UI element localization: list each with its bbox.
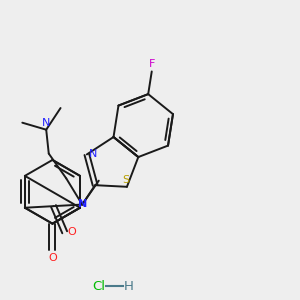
Text: N: N [42, 118, 50, 128]
Text: S: S [122, 175, 130, 185]
Text: H: H [124, 280, 134, 293]
Text: O: O [68, 227, 76, 237]
Text: F: F [148, 59, 155, 70]
Text: N: N [89, 149, 97, 159]
Text: N: N [78, 199, 87, 209]
Text: O: O [48, 253, 57, 263]
Text: Cl: Cl [92, 280, 105, 293]
